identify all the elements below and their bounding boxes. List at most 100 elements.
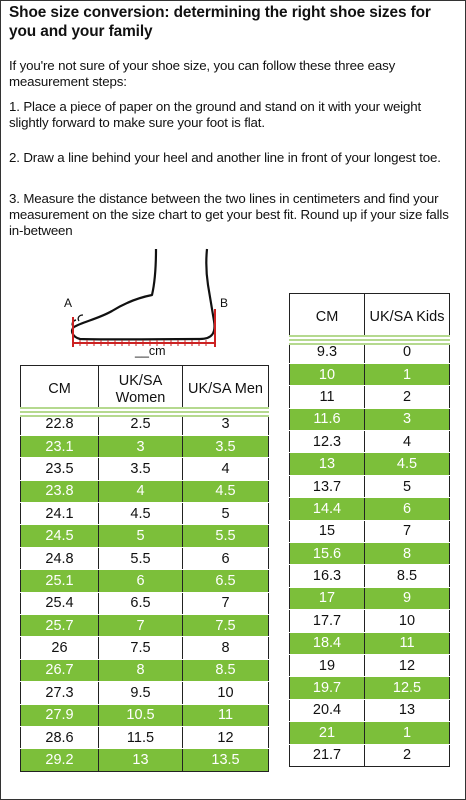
table-row: 28.6 11.5 12 xyxy=(20,726,269,750)
table-cell: 10 xyxy=(182,681,269,705)
table-row: 21.7 2 xyxy=(289,744,450,767)
table-row: 11.6 3 xyxy=(289,408,450,432)
foot-measurement-diagram xyxy=(60,247,245,367)
table-cell: 2 xyxy=(364,744,450,767)
adult-size-table: CM UK/SA Women UK/SA Men 22.8 2.5 3 23.1 3 3.… xyxy=(20,365,269,772)
table-cell: 19 xyxy=(289,654,365,678)
table-cell: 10 xyxy=(364,609,450,633)
table-row: 12.3 4 xyxy=(289,430,450,454)
header-cm: CM xyxy=(289,293,365,342)
table-cell: 9 xyxy=(364,587,450,611)
table-row: 19.7 12.5 xyxy=(289,676,450,700)
table-row: 22.8 2.5 3 xyxy=(20,413,269,436)
table-cell: 4 xyxy=(364,430,450,454)
table-cell: 8 xyxy=(364,542,450,566)
table-cell: 26 xyxy=(20,636,99,660)
table-cell: 22.8 xyxy=(20,413,99,436)
table-row: 26.7 8 8.5 xyxy=(20,659,269,683)
table-row: 29.2 13 13.5 xyxy=(20,748,269,772)
table-cell: 13 xyxy=(289,452,365,476)
table-row: 17 9 xyxy=(289,587,450,611)
table-row: 13 4.5 xyxy=(289,452,450,476)
table-row: 17.7 10 xyxy=(289,609,450,633)
table-cell: 13.7 xyxy=(289,475,365,499)
table-cell: 12 xyxy=(364,654,450,678)
table-cell: 11.5 xyxy=(98,726,183,750)
table-cell: 5.5 xyxy=(182,524,269,548)
table-row: 25.7 7 7.5 xyxy=(20,614,269,638)
foot-icon xyxy=(70,248,216,347)
table-cell: 25.1 xyxy=(20,569,99,593)
table-cell: 24.1 xyxy=(20,502,99,526)
header-men: UK/SA Men xyxy=(182,365,269,414)
table-row: 27.3 9.5 10 xyxy=(20,681,269,705)
table-cell: 25.7 xyxy=(20,614,99,638)
table-cell: 11 xyxy=(364,632,450,655)
header-kids: UK/SA Kids xyxy=(364,293,450,342)
table-cell: 3.5 xyxy=(182,435,269,459)
table-row: 15 7 xyxy=(289,520,450,544)
table-cell: 8 xyxy=(182,636,269,660)
table-cell: 23.5 xyxy=(20,457,99,481)
table-cell: 28.6 xyxy=(20,726,99,750)
table-cell: 20.4 xyxy=(289,699,365,723)
table-cell: 18.4 xyxy=(289,632,365,655)
table-cell: 23.8 xyxy=(20,480,99,504)
header-separator xyxy=(289,335,450,345)
label-b: B xyxy=(220,296,229,310)
label-cm: __cm xyxy=(135,344,166,358)
table-row: 10 1 xyxy=(289,363,450,387)
table-row: 24.1 4.5 5 xyxy=(20,502,269,526)
table-cell: 6.5 xyxy=(98,592,183,616)
table-cell: 6.5 xyxy=(182,569,269,593)
table-cell: 15.6 xyxy=(289,542,365,566)
header-women: UK/SA Women xyxy=(98,365,183,414)
kids-size-table: CM UK/SA Kids 9.3 0 10 1 11 2 11.6 3 12.3 4 13 4.5 1… xyxy=(289,293,450,767)
table-cell: 1 xyxy=(364,363,450,387)
table-cell: 17.7 xyxy=(289,609,365,633)
table-row: 25.4 6.5 7 xyxy=(20,592,269,616)
table-row: 26 7.5 8 xyxy=(20,636,269,660)
table-cell: 6 xyxy=(98,569,183,593)
table-cell: 2 xyxy=(364,385,450,409)
table-row: 27.9 10.5 11 xyxy=(20,704,269,727)
step-2: 2. Draw a line behind your heel and anot… xyxy=(9,150,441,165)
table-cell: 7 xyxy=(364,520,450,544)
table-cell: 3 xyxy=(182,413,269,436)
table-cell: 11 xyxy=(182,704,269,727)
table-row: 15.6 8 xyxy=(289,542,450,566)
table-cell: 26.7 xyxy=(20,659,99,683)
table-cell: 10 xyxy=(289,363,365,387)
table-cell: 12.5 xyxy=(364,676,450,700)
table-cell: 5 xyxy=(182,502,269,526)
table-cell: 13 xyxy=(364,699,450,723)
table-cell: 4.5 xyxy=(364,452,450,476)
table-row: 25.1 6 6.5 xyxy=(20,569,269,593)
table-cell: 3 xyxy=(98,435,183,459)
table-cell: 6 xyxy=(364,497,450,521)
table-row: 19 12 xyxy=(289,654,450,678)
intro-text: If you're not sure of your shoe size, yo… xyxy=(9,58,396,89)
table-cell: 27.9 xyxy=(20,704,99,727)
page-title: Shoe size conversion: determining the ri… xyxy=(9,4,431,40)
table-cell: 23.1 xyxy=(20,435,99,459)
table-row: 13.7 5 xyxy=(289,475,450,499)
table-cell: 5 xyxy=(364,475,450,499)
table-row: 21 1 xyxy=(289,721,450,745)
table-cell: 8.5 xyxy=(182,659,269,683)
table-cell: 10.5 xyxy=(98,704,183,727)
step-1: 1. Place a piece of paper on the ground … xyxy=(9,99,422,130)
table-cell: 24.8 xyxy=(20,547,99,571)
table-row: 24.5 5 5.5 xyxy=(20,524,269,548)
table-cell: 29.2 xyxy=(20,748,99,772)
table-row: 16.3 8.5 xyxy=(289,564,450,588)
table-cell: 4 xyxy=(182,457,269,481)
table-row: 24.8 5.5 6 xyxy=(20,547,269,571)
table-cell: 27.3 xyxy=(20,681,99,705)
table-cell: 7.5 xyxy=(182,614,269,638)
table-cell: 2.5 xyxy=(98,413,183,436)
table-cell: 13.5 xyxy=(182,748,269,772)
table-cell: 4.5 xyxy=(98,502,183,526)
table-cell: 3 xyxy=(364,408,450,432)
table-cell: 11 xyxy=(289,385,365,409)
